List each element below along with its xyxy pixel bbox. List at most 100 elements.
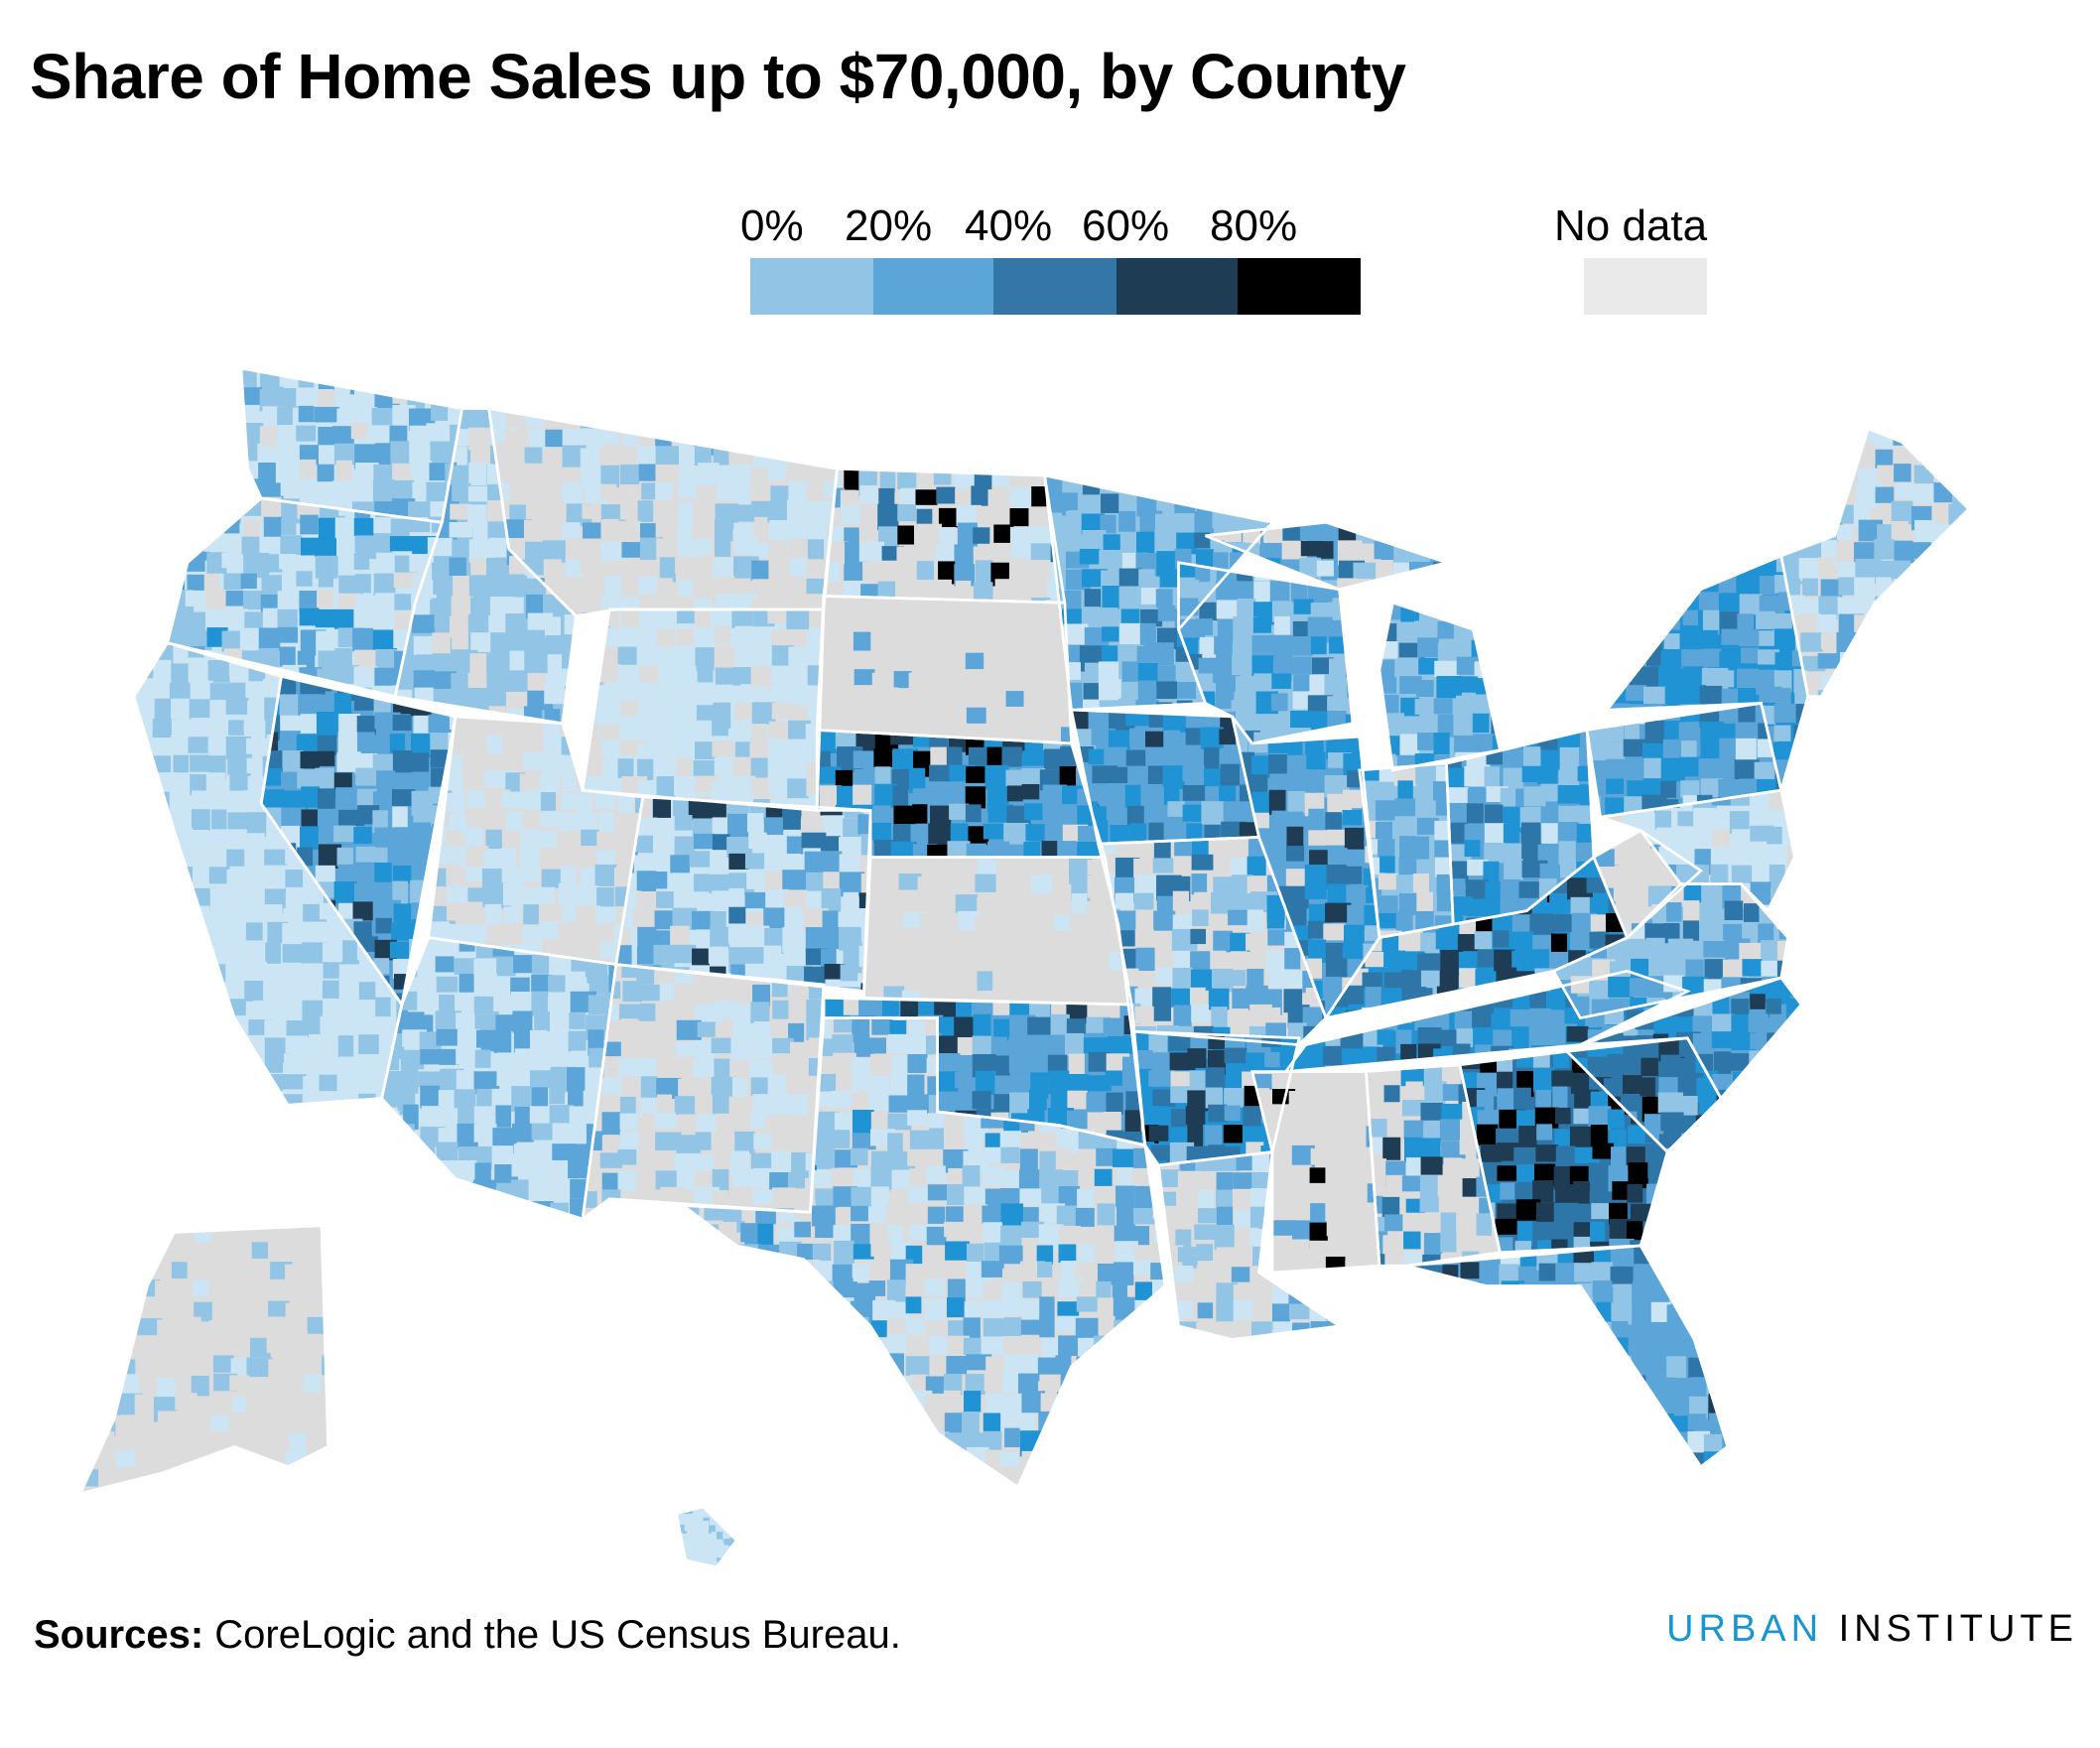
county (945, 687, 969, 713)
county (1305, 737, 1324, 755)
county (225, 1036, 243, 1052)
county (783, 853, 801, 873)
county (1466, 803, 1484, 824)
county (962, 1469, 984, 1487)
county (206, 922, 226, 944)
county (731, 1077, 748, 1103)
county (188, 847, 207, 865)
county (1150, 1144, 1173, 1164)
county (718, 1260, 735, 1277)
county (358, 982, 376, 1001)
county (301, 923, 326, 940)
county (744, 853, 765, 870)
county (769, 520, 793, 546)
county (1134, 1319, 1152, 1338)
county (683, 1374, 701, 1401)
county (984, 764, 1009, 790)
county (436, 976, 459, 993)
county (225, 790, 247, 807)
county (900, 895, 921, 913)
county (240, 370, 257, 388)
county (817, 750, 831, 769)
county (909, 1374, 929, 1391)
county (513, 955, 536, 974)
county (834, 688, 854, 706)
county (276, 440, 296, 458)
county (1492, 735, 1501, 760)
county (787, 428, 813, 450)
county (954, 544, 978, 571)
county (600, 483, 617, 500)
county (1018, 1169, 1041, 1195)
county (674, 1152, 701, 1170)
county (392, 385, 408, 404)
county (599, 1152, 622, 1168)
county (941, 857, 958, 878)
county (436, 1028, 462, 1046)
county (1569, 1126, 1594, 1148)
county (358, 1000, 377, 1022)
county (1326, 864, 1347, 886)
county (319, 923, 336, 946)
county (323, 1091, 338, 1106)
county (1365, 951, 1388, 968)
county (943, 1128, 962, 1152)
county (466, 773, 483, 794)
county (1155, 967, 1175, 985)
county (583, 577, 602, 599)
county (907, 1186, 928, 1203)
county (873, 654, 890, 672)
county (733, 720, 751, 741)
county (171, 719, 193, 738)
county (1057, 1392, 1083, 1415)
county (485, 557, 506, 583)
county (1118, 492, 1142, 514)
county (869, 1222, 893, 1245)
county (1057, 1468, 1074, 1487)
county (926, 1165, 946, 1183)
county (1136, 531, 1157, 556)
county (484, 770, 511, 788)
county (531, 975, 554, 998)
county (1550, 933, 1568, 955)
county (955, 894, 979, 913)
county (333, 825, 356, 843)
county (171, 790, 189, 808)
county (523, 904, 540, 925)
county (1032, 948, 1054, 968)
county (543, 736, 562, 755)
county (730, 1036, 750, 1063)
county (1067, 1090, 1088, 1110)
county (947, 1184, 969, 1206)
county (432, 537, 454, 559)
county (411, 752, 430, 776)
county (1491, 698, 1501, 716)
county (1200, 727, 1224, 749)
county (439, 1048, 459, 1065)
county (1228, 837, 1255, 853)
county (898, 874, 922, 890)
county (1055, 1355, 1072, 1376)
county (1325, 1200, 1346, 1222)
county (153, 982, 177, 999)
county (1307, 939, 1326, 964)
county (583, 684, 605, 708)
county (540, 774, 561, 795)
county (851, 1186, 877, 1208)
county (389, 734, 406, 753)
legend-label-40: 40% (965, 202, 1053, 250)
county (619, 499, 636, 520)
state-sd (817, 596, 1072, 743)
county (1083, 683, 1104, 701)
county (1299, 522, 1322, 540)
county (583, 645, 599, 668)
county (318, 750, 335, 766)
county (562, 775, 579, 791)
county (833, 1470, 854, 1487)
county (1492, 639, 1501, 667)
county (813, 1334, 836, 1353)
county (333, 693, 352, 715)
county (489, 692, 508, 708)
county (1031, 968, 1056, 989)
county (1421, 1213, 1447, 1230)
